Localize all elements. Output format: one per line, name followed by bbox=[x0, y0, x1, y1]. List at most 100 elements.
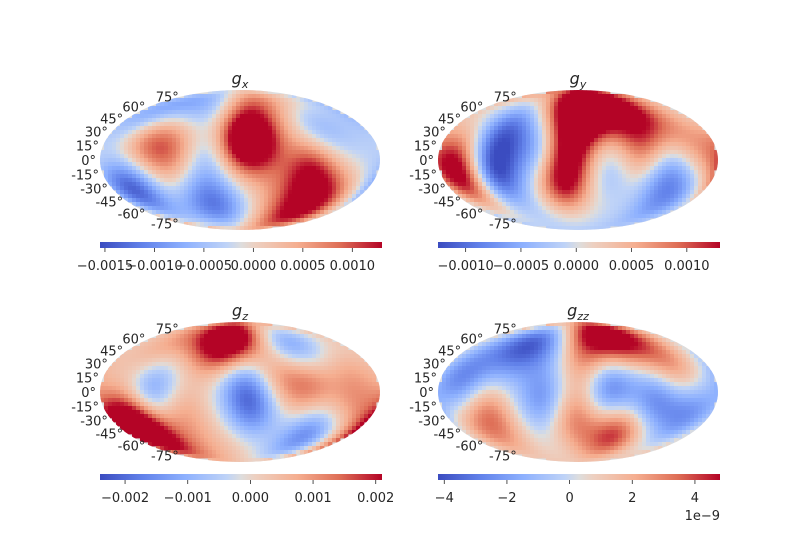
heatmap-cell bbox=[204, 206, 209, 211]
heatmap-cell bbox=[252, 134, 257, 139]
heatmap-cell bbox=[208, 138, 213, 143]
heatmap-cell bbox=[598, 130, 603, 135]
heatmap-cell bbox=[132, 194, 137, 199]
heatmap-cell bbox=[256, 106, 261, 111]
heatmap-cell bbox=[100, 166, 105, 171]
heatmap-cell bbox=[316, 370, 321, 375]
heatmap-cell bbox=[598, 142, 603, 147]
heatmap-cell bbox=[280, 386, 285, 391]
heatmap-cell bbox=[586, 126, 591, 131]
heatmap-cell bbox=[554, 190, 559, 195]
heatmap-cell bbox=[104, 378, 109, 383]
heatmap-cell bbox=[546, 118, 551, 123]
heatmap-cell bbox=[454, 142, 459, 147]
heatmap-cell bbox=[634, 146, 639, 151]
heatmap-cell bbox=[546, 106, 551, 111]
heatmap-cell bbox=[232, 394, 237, 399]
heatmap-cell bbox=[606, 206, 611, 211]
heatmap-cell bbox=[296, 178, 301, 183]
heatmap-cell bbox=[280, 114, 285, 119]
heatmap-cell bbox=[120, 194, 125, 199]
heatmap-cell bbox=[180, 358, 185, 363]
heatmap-cell bbox=[670, 186, 675, 191]
heatmap-cell bbox=[232, 106, 237, 111]
heatmap-cell bbox=[670, 142, 675, 147]
heatmap-cell bbox=[120, 122, 125, 127]
heatmap-cell bbox=[590, 198, 595, 203]
heatmap-cell bbox=[466, 122, 471, 127]
heatmap-cell bbox=[176, 366, 181, 371]
heatmap-cell bbox=[510, 114, 515, 119]
heatmap-cell bbox=[172, 190, 177, 195]
heatmap-cell bbox=[280, 198, 285, 203]
heatmap-cell bbox=[570, 214, 575, 219]
heatmap-cell bbox=[376, 394, 380, 399]
heatmap-cell bbox=[530, 202, 535, 207]
heatmap-cell bbox=[538, 214, 543, 219]
heatmap-cell bbox=[268, 374, 273, 379]
heatmap-cell bbox=[276, 98, 281, 103]
heatmap-cell bbox=[638, 142, 643, 147]
heatmap-cell bbox=[618, 94, 623, 99]
heatmap-cell bbox=[160, 358, 165, 363]
heatmap-cell bbox=[212, 374, 217, 379]
heatmap-cell bbox=[594, 114, 599, 119]
heatmap-cell bbox=[518, 202, 523, 207]
heatmap-cell bbox=[352, 122, 357, 127]
heatmap-cell bbox=[642, 198, 647, 203]
heatmap-cell bbox=[678, 150, 683, 155]
heatmap-cell bbox=[132, 162, 137, 167]
heatmap-cell bbox=[454, 138, 459, 143]
heatmap-cell bbox=[220, 142, 225, 147]
heatmap-cell bbox=[272, 210, 277, 215]
heatmap-cell bbox=[228, 362, 233, 367]
heatmap-cell bbox=[706, 158, 711, 163]
heatmap-cell bbox=[136, 134, 141, 139]
heatmap-cell bbox=[630, 214, 635, 219]
heatmap-cell bbox=[526, 106, 531, 111]
heatmap-cell bbox=[304, 354, 309, 359]
heatmap-cell bbox=[478, 158, 483, 163]
heatmap-cell bbox=[164, 162, 169, 167]
heatmap-cell bbox=[164, 150, 169, 155]
heatmap-cell bbox=[116, 374, 121, 379]
heatmap-cell bbox=[482, 186, 487, 191]
heatmap-cell bbox=[578, 90, 583, 95]
heatmap-cell bbox=[284, 334, 289, 339]
heatmap-cell bbox=[300, 350, 305, 355]
heatmap-cell bbox=[160, 158, 165, 163]
heatmap-cell bbox=[558, 110, 563, 115]
heatmap-cell bbox=[204, 362, 209, 367]
heatmap-cell bbox=[506, 130, 511, 135]
heatmap-cell bbox=[152, 210, 157, 215]
heatmap-cell bbox=[474, 142, 479, 147]
heatmap-cell bbox=[216, 158, 221, 163]
heatmap-cell bbox=[506, 210, 511, 215]
heatmap-cell bbox=[328, 366, 333, 371]
heatmap-cell bbox=[116, 154, 121, 159]
heatmap-cell bbox=[236, 202, 241, 207]
heatmap-cell bbox=[332, 150, 337, 155]
heatmap-cell bbox=[614, 134, 619, 139]
heatmap-cell bbox=[562, 126, 567, 131]
heatmap-cell bbox=[486, 142, 491, 147]
heatmap-cell bbox=[498, 170, 503, 175]
heatmap-cell bbox=[566, 158, 571, 163]
heatmap-cell bbox=[224, 370, 229, 375]
heatmap-cell bbox=[682, 126, 687, 131]
heatmap-cell bbox=[670, 158, 675, 163]
heatmap-cell bbox=[208, 338, 213, 343]
heatmap-cell bbox=[674, 158, 679, 163]
heatmap-cell bbox=[236, 154, 241, 159]
heatmap-cell bbox=[216, 222, 221, 227]
heatmap-cell bbox=[276, 170, 281, 175]
heatmap-cell bbox=[240, 90, 245, 95]
heatmap-cell bbox=[168, 210, 173, 215]
heatmap-cell bbox=[264, 154, 269, 159]
heatmap-cell bbox=[248, 110, 253, 115]
heatmap-cell bbox=[618, 174, 623, 179]
heatmap-cell bbox=[498, 158, 503, 163]
heatmap-cell bbox=[570, 182, 575, 187]
heatmap-cell bbox=[136, 194, 141, 199]
heatmap-cell bbox=[462, 142, 467, 147]
